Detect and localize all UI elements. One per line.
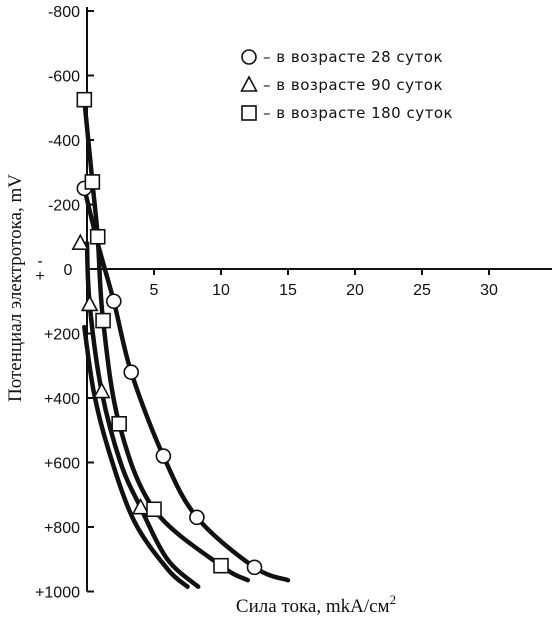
data-point-circle xyxy=(189,509,205,526)
legend-label: – в возрасте 90 суток xyxy=(263,76,443,94)
data-point-circle xyxy=(155,448,172,464)
data-point-circle xyxy=(246,559,263,576)
x-tick-label: 10 xyxy=(212,282,230,299)
x-tick-label: 25 xyxy=(413,282,431,299)
x-axis-title-main: Сила тока, mkA/см xyxy=(236,596,390,617)
x-tick-label: 15 xyxy=(279,282,297,299)
series-line-extra xyxy=(82,324,190,589)
y-tick-label: +600 xyxy=(44,456,80,473)
legend-label: – в возрасте 28 суток xyxy=(263,48,443,66)
data-point-square xyxy=(89,228,106,245)
x-tick-labels: 5 10 15 20 25 30 xyxy=(150,269,498,299)
data-point-circle xyxy=(123,364,140,381)
y-tick-label: -400 xyxy=(48,133,80,150)
data-point-square xyxy=(76,91,93,108)
data-point-triangle xyxy=(71,233,90,250)
y-minus-sign: - xyxy=(37,253,42,270)
data-point-circle xyxy=(106,293,122,310)
data-point-triangle xyxy=(80,294,99,312)
x-tick-label: 30 xyxy=(480,282,498,299)
x-tick-label: 20 xyxy=(346,282,364,299)
x-axis-title-superscript: 2 xyxy=(390,592,397,607)
data-point-square xyxy=(111,415,127,432)
y-tick-label: -600 xyxy=(48,69,80,86)
y-tick-label: +200 xyxy=(44,327,80,344)
data-point-square xyxy=(146,501,162,518)
y-tick-label: +1000 xyxy=(35,585,80,602)
y-axis-title: Потенциал электротока, mV xyxy=(5,174,26,402)
legend-marker-triangle xyxy=(240,75,258,92)
x-axis-title: Сила тока, mkA/см2 xyxy=(236,592,396,617)
y-tick-label: 0 xyxy=(64,262,73,279)
data-point-triangle xyxy=(131,497,150,515)
y-tick-label: +400 xyxy=(44,391,80,408)
y-tick-labels: -800 -600 -400 -200 0 -+ +200 +400 +600 +800 +1000 xyxy=(35,4,94,602)
series-markers xyxy=(71,91,263,576)
legend-marker-circle xyxy=(241,49,257,65)
series-line xyxy=(82,186,291,583)
y-tick-label: -200 xyxy=(48,198,80,215)
y-tick-label: -800 xyxy=(48,4,80,21)
y-tick-label: +800 xyxy=(44,520,80,537)
legend-marker-square xyxy=(241,105,257,121)
data-point-triangle xyxy=(92,381,111,399)
data-point-square xyxy=(213,557,229,574)
y-plus-sign: + xyxy=(35,268,44,285)
data-point-square xyxy=(95,312,111,329)
legend: – в возрасте 28 суток – в возрасте 90 сут… xyxy=(240,48,453,122)
legend-label: – в возрасте 180 суток xyxy=(263,104,453,122)
series-curves xyxy=(82,97,291,589)
x-tick-label: 5 xyxy=(150,282,159,299)
series-line xyxy=(82,97,251,583)
data-point-square xyxy=(84,174,101,190)
